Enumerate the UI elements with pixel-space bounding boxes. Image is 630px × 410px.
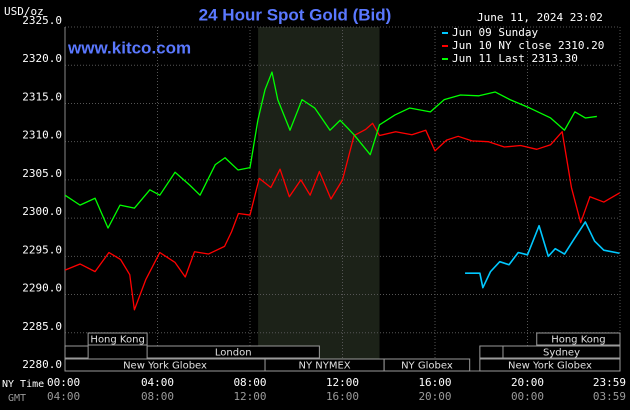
session-label: New York Globex (123, 361, 207, 372)
x-tick-label-gmt: 16:00 (326, 390, 359, 403)
y-tick-label: 2320.0 (22, 52, 62, 65)
series-line (64, 122, 620, 311)
session-label: NY NYMEX (299, 361, 351, 372)
x-tick-label-gmt: 08:00 (141, 390, 174, 403)
session-label: Sydney (543, 348, 580, 359)
session-box (479, 358, 621, 372)
y-tick-label: 2285.0 (22, 320, 62, 333)
timestamp: June 11, 2024 23:02 (477, 11, 603, 24)
legend-label: Jun 11 Last 2313.30 (452, 52, 578, 65)
session-label: New York Globex (508, 361, 592, 372)
y-tick-label: 2305.0 (22, 167, 62, 180)
x-tick-label: 04:00 (141, 376, 174, 389)
session-label: London (215, 348, 252, 359)
y-tick-label: 2300.0 (22, 205, 62, 218)
session-label: Hong Kong (90, 335, 144, 346)
y-tick-label: 2295.0 (22, 243, 62, 256)
x-tick-label: 23:59 (593, 376, 626, 389)
legend-label: Jun 10 NY close 2310.20 (452, 39, 604, 52)
x-tick-label-gmt: 00:00 (511, 390, 544, 403)
session-label: NY Globex (401, 361, 453, 372)
y-tick-label: 2315.0 (22, 90, 62, 103)
highlight-band (258, 27, 380, 371)
x-tick-label-gmt: 03:59 (593, 390, 626, 403)
x-tick-label-gmt: 04:00 (47, 390, 80, 403)
x-tick-label: 08:00 (233, 376, 266, 389)
y-tick-label: 2310.0 (22, 129, 62, 142)
x-row-label: NY Time (2, 379, 44, 390)
session-label: Hong Kong (551, 335, 605, 346)
session-box (502, 345, 621, 359)
y-tick-label: 2290.0 (22, 282, 62, 295)
y-axis-label: USD/oz (4, 5, 44, 18)
x-tick-label-gmt: 12:00 (233, 390, 266, 403)
session-box (383, 358, 471, 372)
y-tick-label: 2325.0 (22, 14, 62, 27)
chart-title: 24 Hour Spot Gold (Bid) (199, 5, 392, 24)
x-tick-label: 00:00 (47, 376, 80, 389)
x-row-label: GMT (8, 393, 26, 404)
legend-label: Jun 09 Sunday (452, 26, 538, 39)
session-box (536, 332, 621, 346)
series-line (465, 221, 620, 289)
x-tick-label: 16:00 (418, 376, 451, 389)
session-box (146, 345, 320, 359)
x-tick-label-gmt: 20:00 (418, 390, 451, 403)
session-box (479, 345, 504, 359)
x-tick-label: 12:00 (326, 376, 359, 389)
session-box (87, 332, 148, 346)
site: www.kitco.com (67, 38, 191, 57)
x-tick-label: 20:00 (511, 376, 544, 389)
session-box (64, 345, 89, 359)
series-line (64, 71, 597, 229)
y-tick-label: 2280.0 (22, 358, 62, 371)
